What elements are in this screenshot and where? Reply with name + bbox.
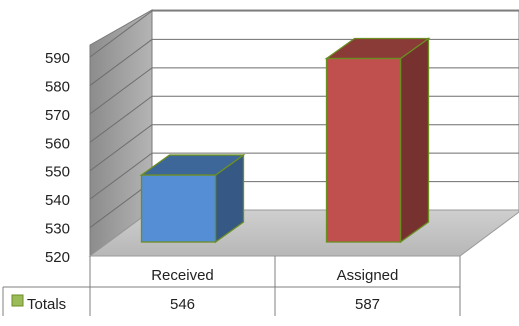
y-tick-label: 530	[45, 221, 70, 238]
bar-front	[325, 57, 402, 243]
data-table-value: 546	[170, 296, 195, 313]
bar-side	[399, 37, 430, 244]
y-tick-label: 540	[45, 192, 70, 209]
gridline-side	[89, 39, 153, 86]
y-tick-label: 560	[45, 135, 70, 152]
data-table-value: 587	[355, 296, 380, 313]
bar	[139, 153, 246, 244]
y-tick-label: 570	[45, 107, 70, 124]
bar	[324, 37, 431, 244]
y-tick-label: 550	[45, 164, 70, 181]
gridline-side	[89, 124, 153, 172]
bar-front	[140, 174, 217, 243]
series-name: Totals	[27, 296, 66, 313]
y-tick-label: 590	[45, 50, 70, 67]
gridline-side	[89, 152, 153, 200]
legend-key-icon	[11, 294, 24, 307]
y-tick-label: 520	[45, 249, 70, 266]
y-tick-label: 580	[45, 78, 70, 95]
gridline-side	[89, 10, 153, 58]
category-label: Received	[151, 267, 214, 284]
gridline-side	[89, 67, 153, 115]
category-label: Assigned	[337, 267, 399, 284]
gridline-side	[89, 95, 153, 143]
